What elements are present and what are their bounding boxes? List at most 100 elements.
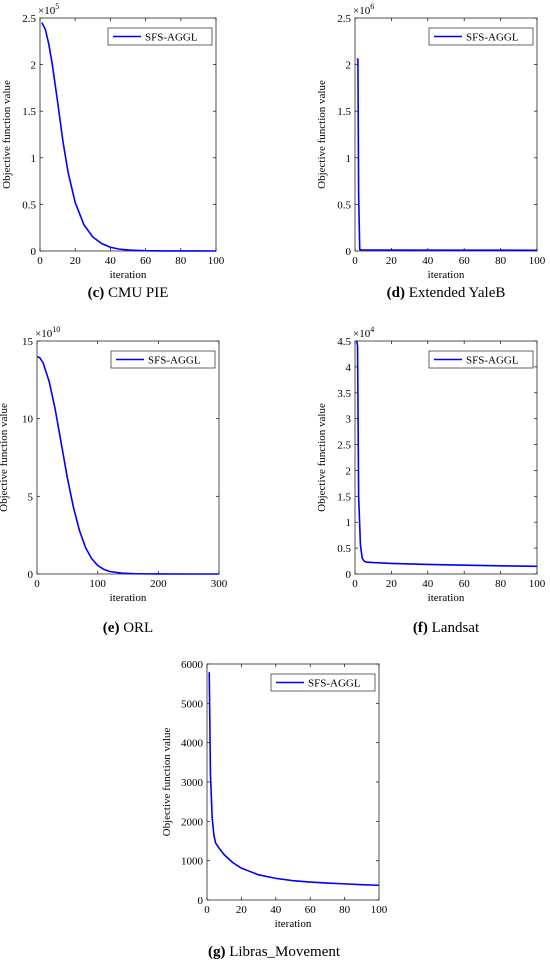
y-tick-label: 2 — [346, 60, 352, 72]
y-exponent-label: ×104 — [353, 325, 374, 340]
subplot-f: 0 20 40 60 80 100 0 0.5 1 1.5 2 2.5 3 3.5 4 4.5 iteratio… — [316, 325, 546, 636]
x-axis-label: iteration — [428, 269, 465, 281]
y-axis-label: Objective function value — [316, 403, 328, 512]
x-tick-label: 60 — [140, 255, 152, 267]
y-tick-label: 3 — [346, 414, 352, 426]
series-line-sfs-aggl — [41, 22, 217, 252]
legend: SFS-AGGL — [110, 350, 216, 369]
subplot-caption-title: Landsat — [428, 620, 480, 636]
y-tick-label: 1 — [31, 153, 37, 165]
subplot-g: 0 20 40 60 80 1000100020003000400050006000ite… — [161, 659, 388, 960]
x-tick-label: 0 — [34, 578, 40, 590]
y-tick-label: 0 — [28, 569, 34, 581]
subplot-caption-label: (c) — [88, 285, 105, 301]
x-tick-label: 80 — [339, 904, 351, 916]
x-tick-label: 20 — [70, 255, 82, 267]
subplot-caption-title: Extended YaleB — [405, 285, 505, 301]
subplot-caption-title: ORL — [119, 620, 153, 636]
y-exponent-label: ×106 — [353, 2, 374, 17]
y-tick-label: 5000 — [181, 698, 204, 710]
x-tick-label: 60 — [459, 578, 471, 590]
x-tick-label: 20 — [236, 904, 248, 916]
y-exponent-label: ×105 — [38, 2, 59, 17]
axes-frame — [206, 663, 380, 901]
subplot-caption-label: (f) — [413, 620, 428, 636]
x-axis-label: iteration — [110, 592, 147, 604]
axes-frame — [36, 340, 220, 575]
y-tick-label: 4.5 — [337, 336, 351, 348]
y-tick-label: 1.5 — [22, 106, 36, 118]
x-tick-label: 100 — [208, 255, 225, 267]
legend-box — [110, 350, 216, 369]
series-line-sfs-aggl — [37, 355, 220, 575]
subplot-caption: (f) Landsat — [413, 620, 480, 636]
y-tick-label: 2 — [31, 60, 37, 72]
subplot-caption: (c) CMU PIE — [88, 285, 169, 301]
x-axis-label: iteration — [110, 269, 147, 281]
y-axis-label: Objective function value — [316, 80, 328, 189]
legend: SFS-AGGL — [270, 673, 376, 692]
y-tick-label: 1 — [346, 153, 352, 165]
legend-box — [107, 27, 213, 46]
x-tick-label: 100 — [529, 255, 546, 267]
axes-frame — [354, 17, 538, 252]
y-tick-label: 1.5 — [337, 106, 351, 118]
x-tick-label: 20 — [386, 578, 398, 590]
y-tick-label: 15 — [22, 336, 34, 348]
subplot-caption-title: CMU PIE — [104, 285, 168, 301]
y-tick-label: 0 — [346, 569, 352, 581]
x-tick-label: 100 — [371, 904, 388, 916]
x-axis-label: iteration — [275, 918, 312, 930]
legend-label: SFS-AGGL — [145, 32, 198, 44]
legend: SFS-AGGL — [428, 27, 534, 46]
legend-box — [270, 673, 376, 692]
x-tick-label: 100 — [529, 578, 546, 590]
x-tick-label: 40 — [422, 578, 434, 590]
subplot-e: 0 100 200 300 0 5 10 15 iteration Objective funct… — [0, 325, 228, 636]
x-tick-label: 60 — [459, 255, 471, 267]
subplot-caption-label: (d) — [387, 285, 405, 301]
legend: SFS-AGGL — [428, 350, 534, 369]
y-tick-label: 0.5 — [22, 199, 36, 211]
y-exponent-label: ×1010 — [35, 325, 60, 340]
x-tick-label: 0 — [37, 255, 43, 267]
x-tick-label: 60 — [305, 904, 317, 916]
y-tick-label: 0 — [198, 895, 204, 907]
y-tick-label: 3.5 — [337, 388, 351, 400]
legend-label: SFS-AGGL — [148, 355, 201, 367]
y-tick-label: 10 — [22, 414, 34, 426]
y-tick-label: 1 — [346, 517, 352, 529]
y-tick-label: 0 — [346, 246, 352, 258]
legend-box — [428, 27, 534, 46]
y-axis-label: Objective function value — [161, 728, 173, 837]
subplot-d: 0 20 40 60 80 100 0 0.5 1 1.5 2 2.5 iteration Objecti… — [316, 2, 546, 301]
x-tick-label: 40 — [270, 904, 282, 916]
y-tick-label: 2.5 — [337, 13, 351, 25]
subplot-caption: (e) ORL — [103, 620, 153, 636]
x-axis-label: iteration — [428, 592, 465, 604]
subplot-caption-label: (g) — [208, 944, 226, 960]
x-tick-label: 300 — [211, 578, 228, 590]
y-tick-label: 1.5 — [337, 491, 351, 503]
x-tick-label: 0 — [352, 578, 358, 590]
y-tick-label: 1000 — [181, 856, 204, 868]
x-tick-label: 80 — [175, 255, 187, 267]
legend-label: SFS-AGGL — [308, 678, 361, 690]
y-tick-label: 2 — [346, 465, 352, 477]
subplot-caption: (g) Libras_Movement — [208, 944, 341, 960]
x-tick-label: 40 — [105, 255, 117, 267]
y-tick-label: 0.5 — [337, 199, 351, 211]
y-tick-label: 4 — [346, 362, 352, 374]
x-tick-label: 200 — [150, 578, 167, 590]
x-tick-label: 0 — [204, 904, 210, 916]
y-axis-label: Objective function value — [0, 403, 10, 512]
subplot-caption: (d) Extended YaleB — [387, 285, 506, 301]
axes-frame — [39, 17, 217, 252]
y-tick-label: 0.5 — [337, 543, 351, 555]
subplot-c: 0 20 40 60 80 100 0 0.5 1 1.5 2 2.5 iteration Objecti… — [1, 2, 225, 301]
x-tick-label: 20 — [386, 255, 398, 267]
legend-label: SFS-AGGL — [466, 32, 519, 44]
y-tick-label: 2000 — [181, 816, 204, 828]
y-tick-label: 6000 — [181, 659, 204, 671]
